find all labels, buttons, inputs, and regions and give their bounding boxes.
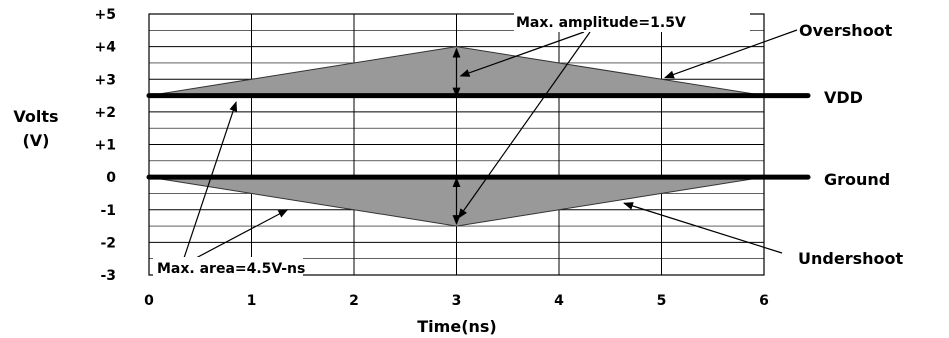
- y-tick-label: +2: [95, 105, 116, 121]
- y-tick-label: +1: [95, 138, 116, 154]
- x-tick-label: 0: [144, 293, 154, 309]
- vdd-label: VDD: [824, 88, 863, 107]
- y-tick-label: +3: [95, 72, 116, 88]
- max-area-arrow-upper: [183, 101, 238, 259]
- max-amplitude-label: Max. amplitude=1.5V: [516, 15, 686, 31]
- x-axis-title: Time(ns): [417, 317, 496, 336]
- y-tick-label: -2: [100, 235, 116, 251]
- y-axis-title-line2: (V): [22, 131, 49, 150]
- x-tick-label: 6: [759, 293, 769, 309]
- undershoot-label: Undershoot: [798, 249, 903, 268]
- tick-labels: 0 1 2 3 4 5 6 -3 -2 -1 0 +1 +2 +3 +4 +5: [95, 7, 769, 309]
- x-tick-label: 2: [349, 293, 359, 309]
- overshoot-label: Overshoot: [799, 21, 893, 40]
- plot-frame: [148, 13, 765, 276]
- y-tick-label: 0: [106, 170, 116, 186]
- max-area-arrow-lower: [195, 209, 289, 259]
- max-amplitude-arrow-upper: [459, 31, 585, 77]
- max-amplitude-label-bg: [514, 10, 750, 32]
- y-tick-label: +4: [95, 40, 117, 56]
- x-tick-label: 4: [554, 293, 564, 309]
- y-tick-label: -1: [100, 203, 116, 219]
- y-tick-label: -3: [100, 268, 116, 284]
- y-axis-title-line1: Volts: [13, 107, 58, 126]
- reference-lines: [146, 93, 811, 180]
- undershoot-arrow: [623, 202, 783, 254]
- x-tick-label: 1: [247, 293, 257, 309]
- max-area-label: Max. area=4.5V-ns: [157, 261, 305, 277]
- max-amplitude-arrow-lower: [457, 31, 591, 219]
- x-tick-label: 5: [657, 293, 667, 309]
- ground-label: Ground: [824, 170, 890, 189]
- overshoot-arrow: [664, 29, 798, 79]
- annotation-arrows: [183, 29, 798, 259]
- y-tick-label: +5: [95, 7, 116, 23]
- max-area-label-bg: [153, 257, 303, 278]
- x-tick-label: 3: [452, 293, 462, 309]
